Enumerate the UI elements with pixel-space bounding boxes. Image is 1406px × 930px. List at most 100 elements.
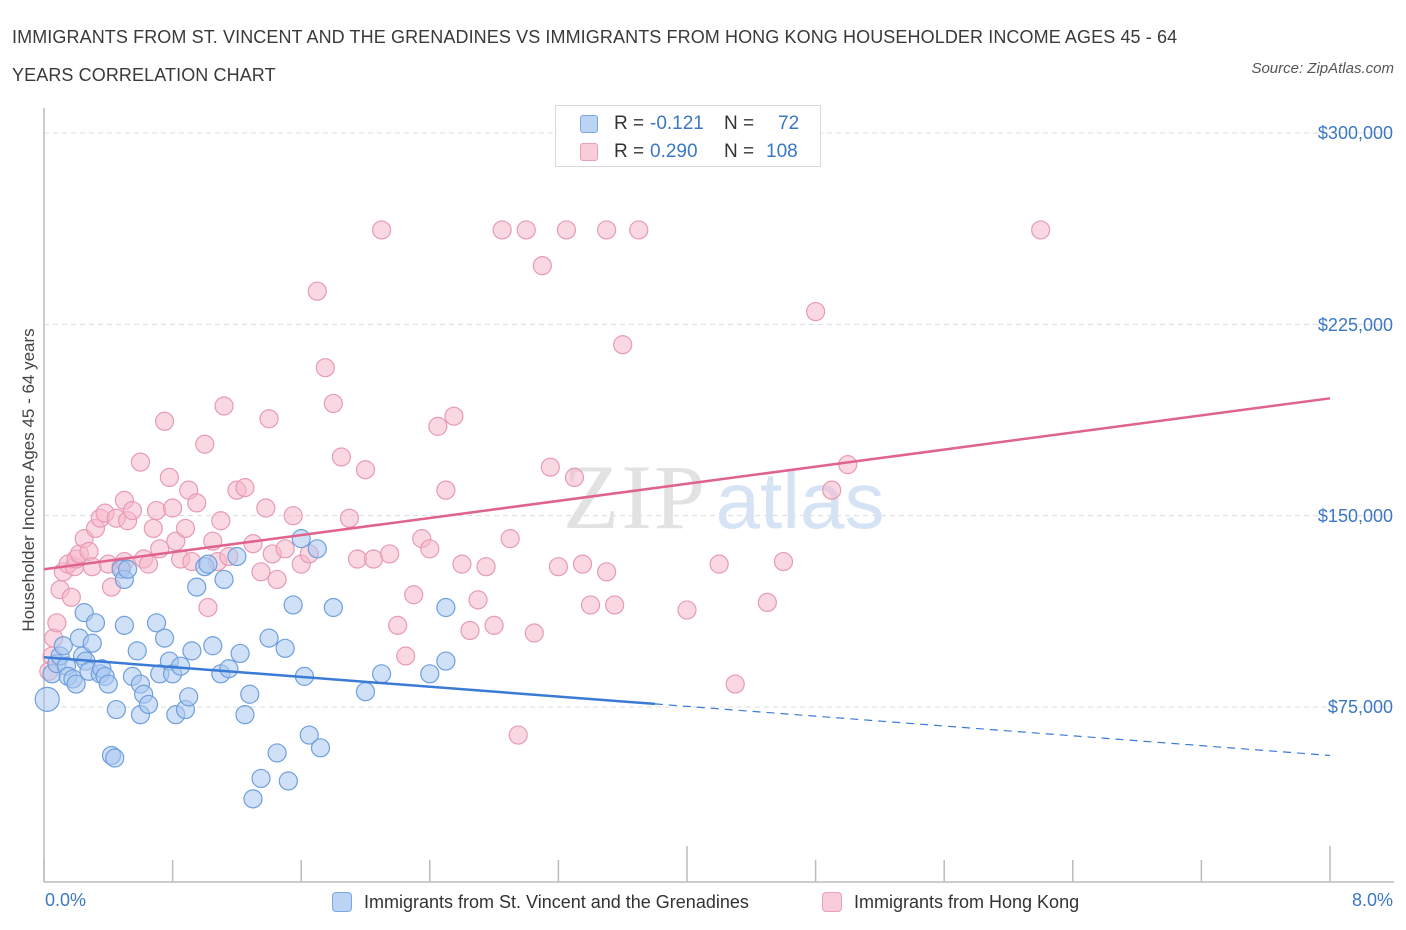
x-tick-label-max: 8.0%	[1351, 890, 1393, 910]
data-point-st-vincent	[299, 725, 319, 745]
data-point-hong-kong	[822, 480, 842, 500]
data-point-hong-kong	[572, 554, 593, 574]
data-point-hong-kong	[267, 569, 287, 590]
n-value: 72	[778, 113, 800, 134]
data-point-st-vincent	[278, 771, 298, 791]
data-point-hong-kong	[143, 518, 163, 539]
data-point-st-vincent	[127, 641, 147, 661]
data-point-hong-kong	[363, 549, 384, 569]
data-point-st-vincent	[198, 554, 218, 574]
legend-row-st-vincent: R = -0.121 N = 72	[580, 111, 799, 137]
data-point-st-vincent	[436, 597, 456, 618]
data-point-hong-kong	[436, 480, 456, 500]
data-point-st-vincent	[275, 638, 295, 658]
data-point-st-vincent	[146, 613, 167, 633]
data-point-hong-kong	[548, 557, 569, 577]
data-point-hong-kong	[492, 220, 512, 240]
legend-item-hong-kong: Immigrants from Hong Kong	[822, 888, 1079, 916]
n-label: N =	[724, 113, 755, 134]
data-point-hong-kong	[138, 554, 159, 574]
data-point-hong-kong	[757, 592, 777, 613]
data-point-st-vincent	[34, 686, 60, 712]
data-point-st-vincent	[53, 636, 73, 656]
n-label: N =	[724, 141, 755, 162]
data-point-hong-kong	[347, 549, 368, 569]
data-point-hong-kong	[166, 531, 186, 551]
series-legend: Immigrants from St. Vincent and the Gren…	[0, 888, 1406, 916]
data-point-st-vincent	[251, 768, 271, 789]
data-point-hong-kong	[597, 220, 617, 240]
data-point-st-vincent	[82, 633, 102, 653]
trend-line-st-vincent	[43, 656, 655, 706]
data-point-hong-kong	[159, 467, 179, 487]
data-point-st-vincent	[307, 539, 327, 559]
data-point-st-vincent	[105, 748, 125, 768]
data-point-hong-kong	[580, 595, 601, 615]
data-point-hong-kong	[556, 220, 577, 240]
data-point-st-vincent	[182, 641, 202, 661]
legend-label: Immigrants from Hong Kong	[854, 891, 1080, 912]
data-point-st-vincent	[214, 569, 234, 590]
data-point-hong-kong	[251, 562, 271, 582]
trend-line-st-vincent-extrapolated	[654, 703, 1331, 757]
data-point-st-vincent	[436, 651, 456, 671]
data-point-hong-kong	[725, 674, 745, 694]
chart-title: IMMIGRANTS FROM ST. VINCENT AND THE GREN…	[12, 27, 1178, 85]
data-point-hong-kong	[468, 590, 488, 610]
data-point-st-vincent	[355, 682, 376, 702]
data-point-hong-kong	[61, 587, 81, 607]
data-point-hong-kong	[532, 256, 552, 276]
data-point-st-vincent	[179, 687, 199, 707]
data-point-hong-kong	[146, 500, 167, 521]
data-point-hong-kong	[130, 452, 151, 472]
data-point-hong-kong	[500, 529, 520, 549]
data-point-hong-kong	[122, 500, 143, 521]
data-point-hong-kong	[331, 447, 351, 467]
legend-swatch-blue	[332, 892, 352, 912]
legend-item-st-vincent: Immigrants from St. Vincent and the Gren…	[332, 888, 749, 916]
data-point-hong-kong	[211, 511, 231, 531]
y-tick-label-300000: $300,000	[1317, 123, 1393, 143]
y-axis-title-wrap: Householder Income Ages 45 - 64 years	[14, 260, 44, 700]
data-point-st-vincent	[219, 659, 239, 679]
trend-line-hong-kong	[43, 397, 1331, 571]
data-point-hong-kong	[444, 406, 464, 426]
source-label: Source: ZipAtlas.com	[1251, 60, 1394, 77]
data-point-hong-kong	[198, 597, 218, 618]
y-tick-label-150000: $150,000	[1317, 506, 1393, 526]
data-point-hong-kong	[484, 615, 504, 635]
legend-label: Immigrants from St. Vincent and the Gren…	[364, 891, 749, 912]
data-point-hong-kong	[187, 493, 207, 513]
legend-swatch-pink	[822, 892, 842, 912]
x-tick-label-min: 0.0%	[45, 890, 87, 910]
data-point-hong-kong	[47, 613, 67, 633]
data-point-hong-kong	[516, 220, 536, 240]
n-value: 108	[766, 141, 798, 162]
data-point-hong-kong	[323, 393, 343, 414]
axes	[43, 108, 1394, 883]
data-point-hong-kong	[428, 416, 448, 436]
data-point-st-vincent	[267, 743, 287, 763]
data-point-hong-kong	[709, 554, 729, 574]
data-point-st-vincent	[230, 643, 250, 664]
data-point-st-vincent	[235, 705, 255, 725]
data-point-hong-kong	[243, 534, 263, 554]
data-point-hong-kong	[175, 518, 196, 539]
data-point-st-vincent	[323, 597, 343, 618]
data-point-st-vincent	[106, 699, 126, 720]
data-point-hong-kong	[256, 498, 276, 518]
data-point-st-vincent	[283, 595, 303, 615]
data-point-st-vincent	[203, 636, 223, 656]
data-point-st-vincent	[240, 684, 260, 704]
data-point-st-vincent	[291, 529, 311, 549]
data-point-hong-kong	[388, 615, 408, 635]
data-point-hong-kong	[396, 646, 416, 666]
data-point-st-vincent	[85, 613, 106, 633]
data-point-hong-kong	[404, 585, 424, 605]
trend-lines	[43, 397, 1331, 757]
legend-row-hong-kong: R = 0.290 N = 108	[580, 139, 798, 165]
data-point-hong-kong	[339, 508, 360, 528]
data-point-st-vincent	[138, 694, 159, 715]
data-point-hong-kong	[605, 595, 625, 615]
